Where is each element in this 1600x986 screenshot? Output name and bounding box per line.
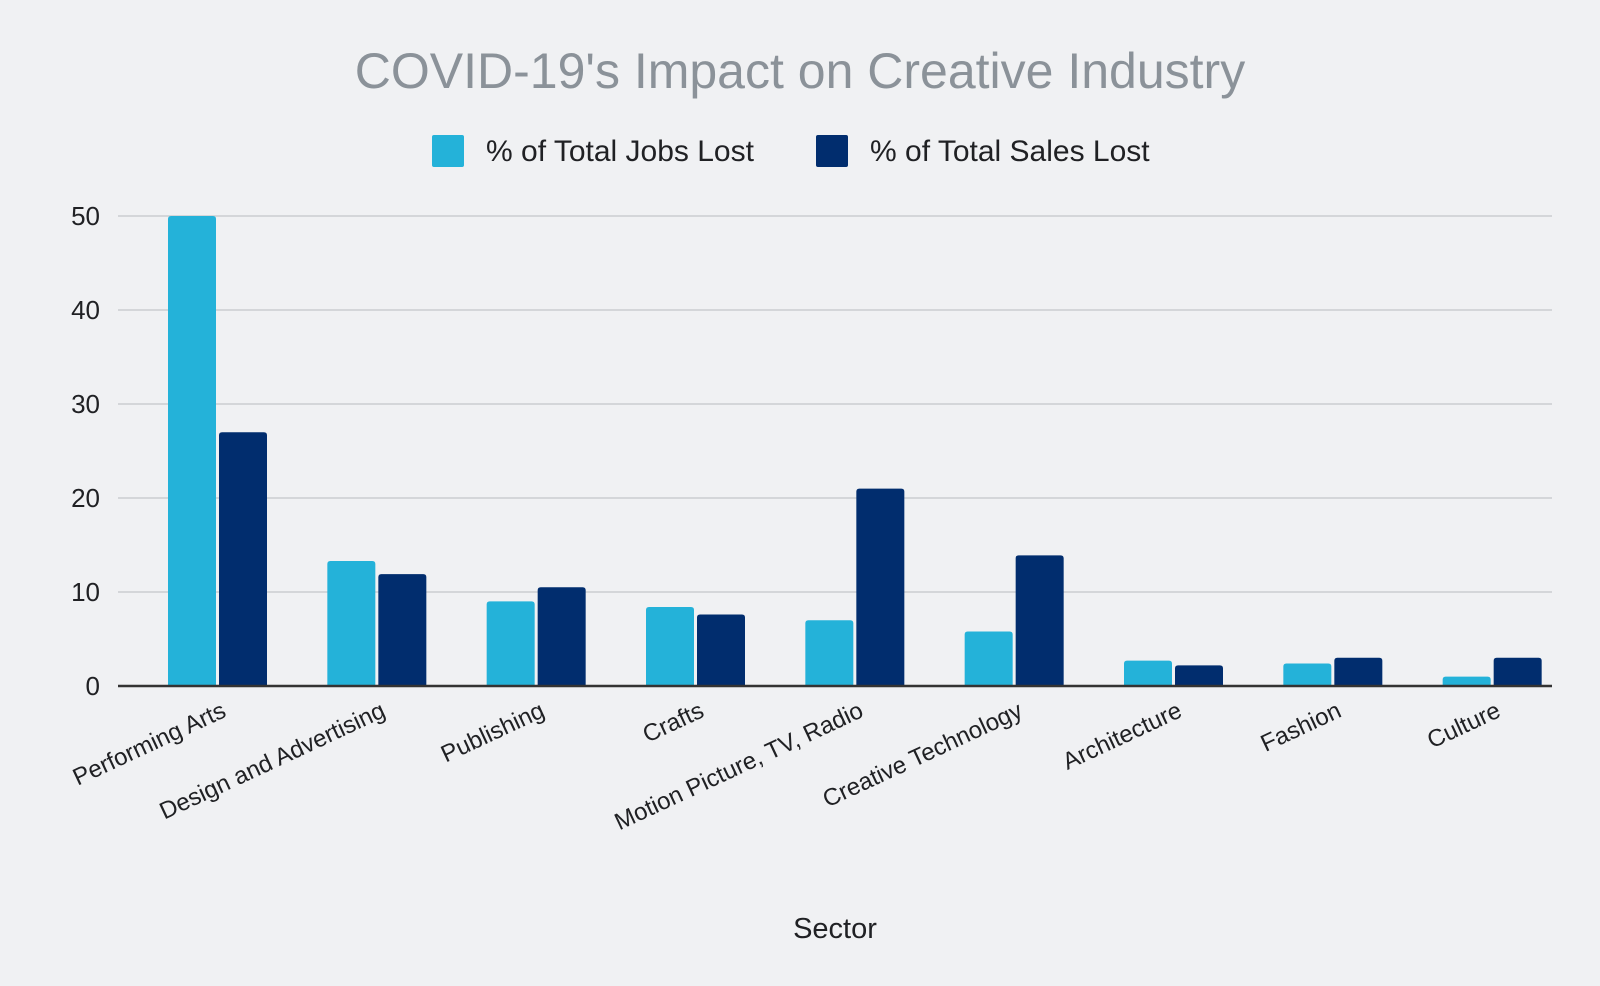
bar-jobs-lost <box>1283 663 1332 686</box>
x-category-label: Publishing <box>437 697 549 768</box>
legend-label-sales-lost: % of Total Sales Lost <box>870 135 1150 168</box>
bar-jobs-lost <box>1442 676 1491 686</box>
x-category-label: Culture <box>1423 697 1505 754</box>
y-tick-label: 10 <box>71 577 100 607</box>
x-category-label: Crafts <box>639 697 708 749</box>
bar-jobs-lost <box>1124 660 1172 686</box>
bar-jobs-lost <box>168 216 216 686</box>
bar-sales-lost <box>856 488 905 686</box>
x-category-label: Architecture <box>1059 697 1186 776</box>
bar-sales-lost <box>537 587 586 686</box>
bars <box>168 216 1542 686</box>
gridlines <box>118 215 1552 593</box>
bar-sales-lost <box>1015 555 1064 686</box>
y-axis: 0 10 20 30 40 50 <box>71 201 100 701</box>
bar-jobs-lost <box>646 607 694 686</box>
bar-jobs-lost <box>805 620 854 686</box>
y-tick-label: 40 <box>71 295 100 325</box>
bar-sales-lost <box>1334 657 1383 686</box>
y-tick-label: 20 <box>71 483 100 513</box>
legend-label-jobs-lost: % of Total Jobs Lost <box>486 135 755 168</box>
x-category-label: Fashion <box>1257 697 1346 758</box>
bar-jobs-lost <box>486 601 535 686</box>
bar-sales-lost <box>1175 665 1223 686</box>
bar-jobs-lost <box>327 560 376 686</box>
x-axis-title: Sector <box>793 913 877 945</box>
y-tick-label: 0 <box>86 671 100 701</box>
chart-title: COVID-19's Impact on Creative Industry <box>355 43 1245 99</box>
bar-sales-lost <box>219 432 267 686</box>
legend-swatch-sales-lost <box>816 135 848 167</box>
y-tick-label: 50 <box>71 201 100 231</box>
bar-sales-lost <box>378 574 427 686</box>
x-category-label: Motion Picture, TV, Radio <box>611 697 868 836</box>
bar-sales-lost <box>697 614 745 686</box>
legend: % of Total Jobs Lost % of Total Sales Lo… <box>432 135 1150 168</box>
legend-swatch-jobs-lost <box>432 135 464 167</box>
y-tick-label: 30 <box>71 389 100 419</box>
bar-sales-lost <box>1493 657 1542 686</box>
bar-jobs-lost <box>964 631 1013 686</box>
